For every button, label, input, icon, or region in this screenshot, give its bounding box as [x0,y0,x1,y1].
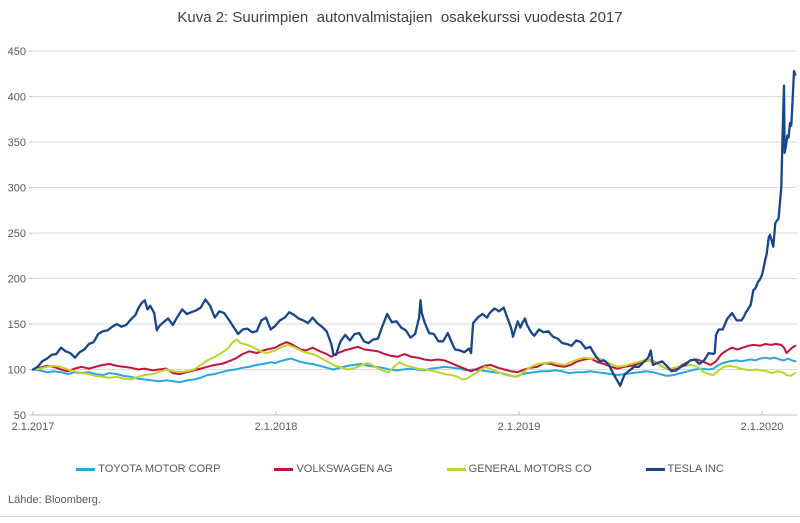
legend-item-gm: GENERAL MOTORS CO [446,463,592,475]
y-tick-label: 250 [8,228,26,240]
x-tick-label: 2.1.2018 [255,421,298,433]
y-tick-label: 100 [8,365,26,377]
series-line-tesla [31,69,797,388]
y-tick-label: 150 [8,319,26,331]
legend-label-gm: GENERAL MOTORS CO [468,463,592,475]
legend-swatch-volkswagen [274,467,294,471]
legend-label-tesla: TESLA INC [667,463,724,475]
source-note: Lähde: Bloomberg. [8,494,101,506]
x-tick-label: 2.1.2017 [12,421,55,433]
chart-legend: TOYOTA MOTOR CORP VOLKSWAGEN AG GENERAL MO… [0,463,800,475]
legend-swatch-toyota [76,467,96,471]
bottom-divider [0,516,800,517]
y-tick-label: 350 [8,137,26,149]
legend-item-toyota: TOYOTA MOTOR CORP [76,463,220,475]
series-line-gm [32,338,797,381]
legend-label-toyota: TOYOTA MOTOR CORP [98,463,221,475]
series-line-toyota [32,356,797,384]
legend-label-volkswagen: VOLKSWAGEN AG [296,463,393,475]
x-tick-label: 2.1.2019 [498,421,541,433]
y-tick-label: 300 [8,183,26,195]
series-line-volkswagen [32,341,797,376]
legend-swatch-gm [446,467,466,471]
legend-item-tesla: TESLA INC [645,463,724,475]
y-tick-label: 400 [8,92,26,104]
x-tick-label: 2.1.2020 [741,421,784,433]
y-tick-label: 50 [14,410,26,422]
legend-swatch-tesla [645,467,665,471]
price-chart-plot: 50 100 150 200 250 300 350 400 450 2.1.2017 2.1.20… [8,46,797,433]
chart-title: Kuva 2: Suurimpien autonvalmistajien osa… [177,9,623,26]
y-tick-label: 450 [8,46,26,58]
y-tick-label: 200 [8,274,26,286]
legend-item-volkswagen: VOLKSWAGEN AG [274,463,393,475]
